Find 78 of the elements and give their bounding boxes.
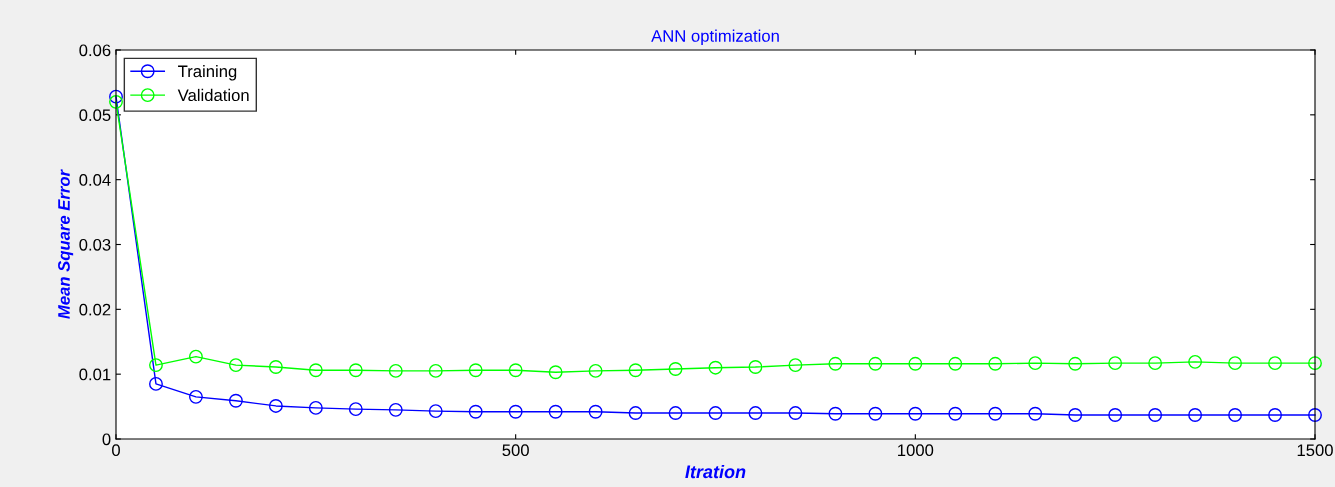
- point: [628, 406, 643, 421]
- y-tick-label: 0.04: [79, 174, 111, 186]
- point: [788, 406, 803, 421]
- point: [668, 406, 683, 421]
- x-tick-label: 0: [112, 444, 120, 457]
- point: [748, 360, 763, 374]
- point: [468, 363, 483, 378]
- point: [109, 94, 123, 109]
- point: [428, 363, 443, 378]
- point: [668, 362, 683, 376]
- legend-label: Training: [178, 65, 237, 81]
- x-axis-title: Itration: [685, 464, 746, 479]
- point: [1148, 408, 1163, 422]
- point: [588, 363, 603, 378]
- point: [348, 402, 363, 417]
- point: [1308, 356, 1322, 371]
- y-tick-label: 0: [102, 433, 111, 446]
- point: [109, 89, 123, 104]
- point: [149, 358, 163, 373]
- point: [1028, 406, 1043, 421]
- point: [1308, 408, 1322, 422]
- point: [708, 406, 723, 421]
- point: [1228, 356, 1243, 371]
- point: [908, 406, 923, 421]
- point: [948, 406, 963, 421]
- point: [268, 360, 283, 374]
- point: [428, 404, 443, 419]
- legend-label: Validation: [177, 88, 249, 102]
- point: [1068, 356, 1083, 371]
- point: [1188, 354, 1203, 369]
- point: [708, 360, 723, 375]
- point: [548, 365, 563, 380]
- point: [188, 389, 203, 404]
- point: [548, 404, 563, 419]
- point: [348, 363, 363, 378]
- point: [1268, 356, 1282, 371]
- point: [149, 376, 163, 391]
- point: [828, 406, 843, 421]
- point: [748, 406, 763, 421]
- point: [788, 358, 803, 373]
- point: [388, 363, 403, 378]
- y-tick-label: 0.03: [79, 238, 111, 251]
- point: [908, 356, 923, 371]
- point: [228, 358, 243, 373]
- point: [1068, 408, 1083, 422]
- y-axis-title: Mean Square Error: [58, 169, 74, 319]
- point: [468, 404, 483, 419]
- point: [268, 398, 283, 413]
- y-tick-label: 0.01: [79, 368, 111, 381]
- point: [308, 363, 323, 378]
- y-tick-label: 0.02: [79, 303, 111, 316]
- point: [1228, 408, 1243, 422]
- point: [1148, 356, 1163, 371]
- point: [308, 400, 323, 415]
- point: [1108, 356, 1123, 371]
- x-tick-label: 1500: [1297, 444, 1333, 457]
- x-tick-label: 500: [502, 444, 529, 457]
- point: [868, 356, 883, 371]
- point: [188, 349, 203, 364]
- point: [1188, 408, 1203, 422]
- point: [508, 363, 523, 378]
- x-tick-label: 1000: [898, 444, 934, 457]
- y-tick-label: 0.05: [79, 109, 111, 122]
- point: [588, 404, 603, 419]
- point: [1268, 408, 1282, 422]
- y-tick-label: 0.06: [79, 44, 111, 57]
- point: [508, 404, 523, 419]
- point: [628, 363, 643, 378]
- point: [388, 402, 403, 417]
- point: [1108, 408, 1123, 422]
- point: [868, 406, 883, 421]
- point: [988, 406, 1003, 421]
- point: [228, 393, 243, 408]
- point: [1028, 356, 1043, 371]
- point: [988, 356, 1003, 371]
- point: [828, 356, 843, 371]
- chart-title: ANN optimization: [651, 29, 779, 46]
- point: [948, 356, 963, 371]
